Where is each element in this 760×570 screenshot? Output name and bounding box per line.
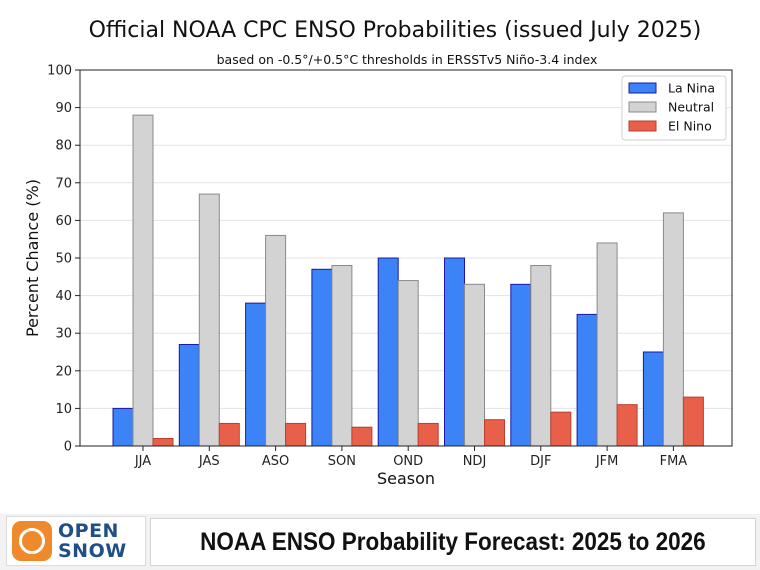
bar-neutral <box>132 114 154 447</box>
x-axis-ticks: JJA JAS ASO SON OND NDJ DJF JFM FMA <box>134 446 687 469</box>
y-tick-label: 40 <box>55 289 72 304</box>
bar-el-nino <box>152 437 174 447</box>
bar-el-nino <box>417 422 439 447</box>
x-tick-label: JJA <box>134 454 151 469</box>
bars <box>112 114 704 447</box>
bar-neutral <box>662 212 684 447</box>
chart-subtitle: based on -0.5°/+0.5°C thresholds in ERSS… <box>217 52 598 67</box>
bar-el-nino <box>484 419 505 447</box>
y-tick-label: 90 <box>55 101 72 116</box>
bar-el-nino <box>616 404 638 447</box>
y-tick-label: 30 <box>55 327 72 342</box>
bar-neutral <box>464 283 485 447</box>
forecast-banner: NOAA ENSO Probability Forecast: 2025 to … <box>150 518 756 566</box>
y-tick-label: 20 <box>55 364 72 379</box>
bar-neutral <box>331 265 353 447</box>
legend-label: Neutral <box>668 100 714 115</box>
x-tick-label: SON <box>328 454 356 469</box>
chart-title: Official NOAA CPC ENSO Probabilities (is… <box>89 18 702 43</box>
bar-la-nina <box>576 313 598 447</box>
bar-neutral <box>397 280 419 447</box>
y-tick-label: 10 <box>55 402 72 417</box>
x-tick-label: JAS <box>198 454 220 469</box>
y-tick-label: 60 <box>55 214 72 229</box>
bar-la-nina <box>377 257 399 447</box>
banner-title: NOAA ENSO Probability Forecast: 2025 to … <box>200 527 706 556</box>
bar-la-nina <box>178 343 200 447</box>
x-tick-label: NDJ <box>463 454 487 469</box>
legend: La Nina Neutral El Nino <box>621 75 727 141</box>
x-tick-label: ASO <box>262 454 289 469</box>
bar-el-nino <box>550 411 572 447</box>
legend-label: El Nino <box>668 119 712 134</box>
x-tick-label: JFM <box>595 454 619 469</box>
logo-word-snow: SNOW <box>58 540 127 562</box>
x-tick-label: FMA <box>660 454 688 469</box>
bar-la-nina <box>311 268 333 447</box>
bar-neutral <box>530 265 552 447</box>
x-tick-label: OND <box>393 454 423 469</box>
y-tick-label: 50 <box>55 252 72 267</box>
legend-swatch <box>628 82 657 94</box>
bar-la-nina <box>642 351 664 447</box>
y-axis-ticks: 0 10 20 30 40 50 60 70 80 90 100 <box>47 64 80 455</box>
bar-la-nina <box>245 302 267 447</box>
sun-icon-ring <box>19 528 45 554</box>
y-tick-label: 0 <box>64 440 72 455</box>
y-tick-label: 70 <box>55 176 72 191</box>
bar-el-nino <box>218 422 240 447</box>
bar-neutral <box>265 234 287 447</box>
enso-chart: Official NOAA CPC ENSO Probabilities (is… <box>23 18 733 488</box>
bar-la-nina <box>510 283 532 447</box>
y-tick-label: 80 <box>55 139 72 154</box>
legend-label: La Nina <box>668 81 715 96</box>
bar-neutral <box>596 242 618 447</box>
bar-la-nina <box>444 257 465 447</box>
bar-el-nino <box>682 396 704 447</box>
y-tick-label: 100 <box>47 64 72 79</box>
y-axis-label: Percent Chance (%) <box>23 179 42 337</box>
legend-swatch <box>628 101 657 113</box>
logo-word-open: OPEN <box>58 520 119 542</box>
bar-la-nina <box>112 407 134 447</box>
bar-el-nino <box>351 426 373 447</box>
bar-el-nino <box>285 422 307 447</box>
x-tick-label: DJF <box>530 454 551 469</box>
legend-swatch <box>628 120 657 132</box>
bar-neutral <box>198 193 220 447</box>
x-axis-label: Season <box>377 469 435 488</box>
